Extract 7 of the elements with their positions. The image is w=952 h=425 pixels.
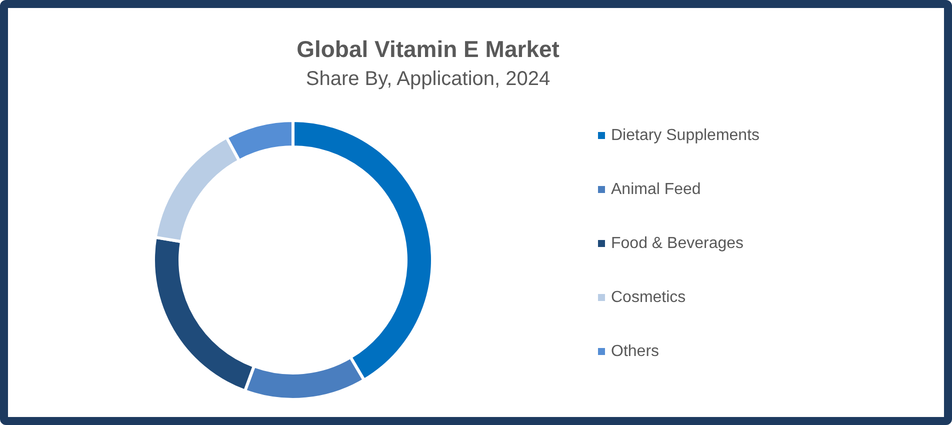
legend-label: Dietary Supplements [611,126,760,144]
chart-subtitle: Share By, Application, 2024 [304,68,552,91]
legend-label: Food & Beverages [611,234,744,252]
chart-title: Global Vitamin E Market [296,36,560,63]
legend-label: Others [611,342,660,360]
legend-label: Animal Feed [611,180,701,198]
legend-label: Cosmetics [611,288,686,306]
